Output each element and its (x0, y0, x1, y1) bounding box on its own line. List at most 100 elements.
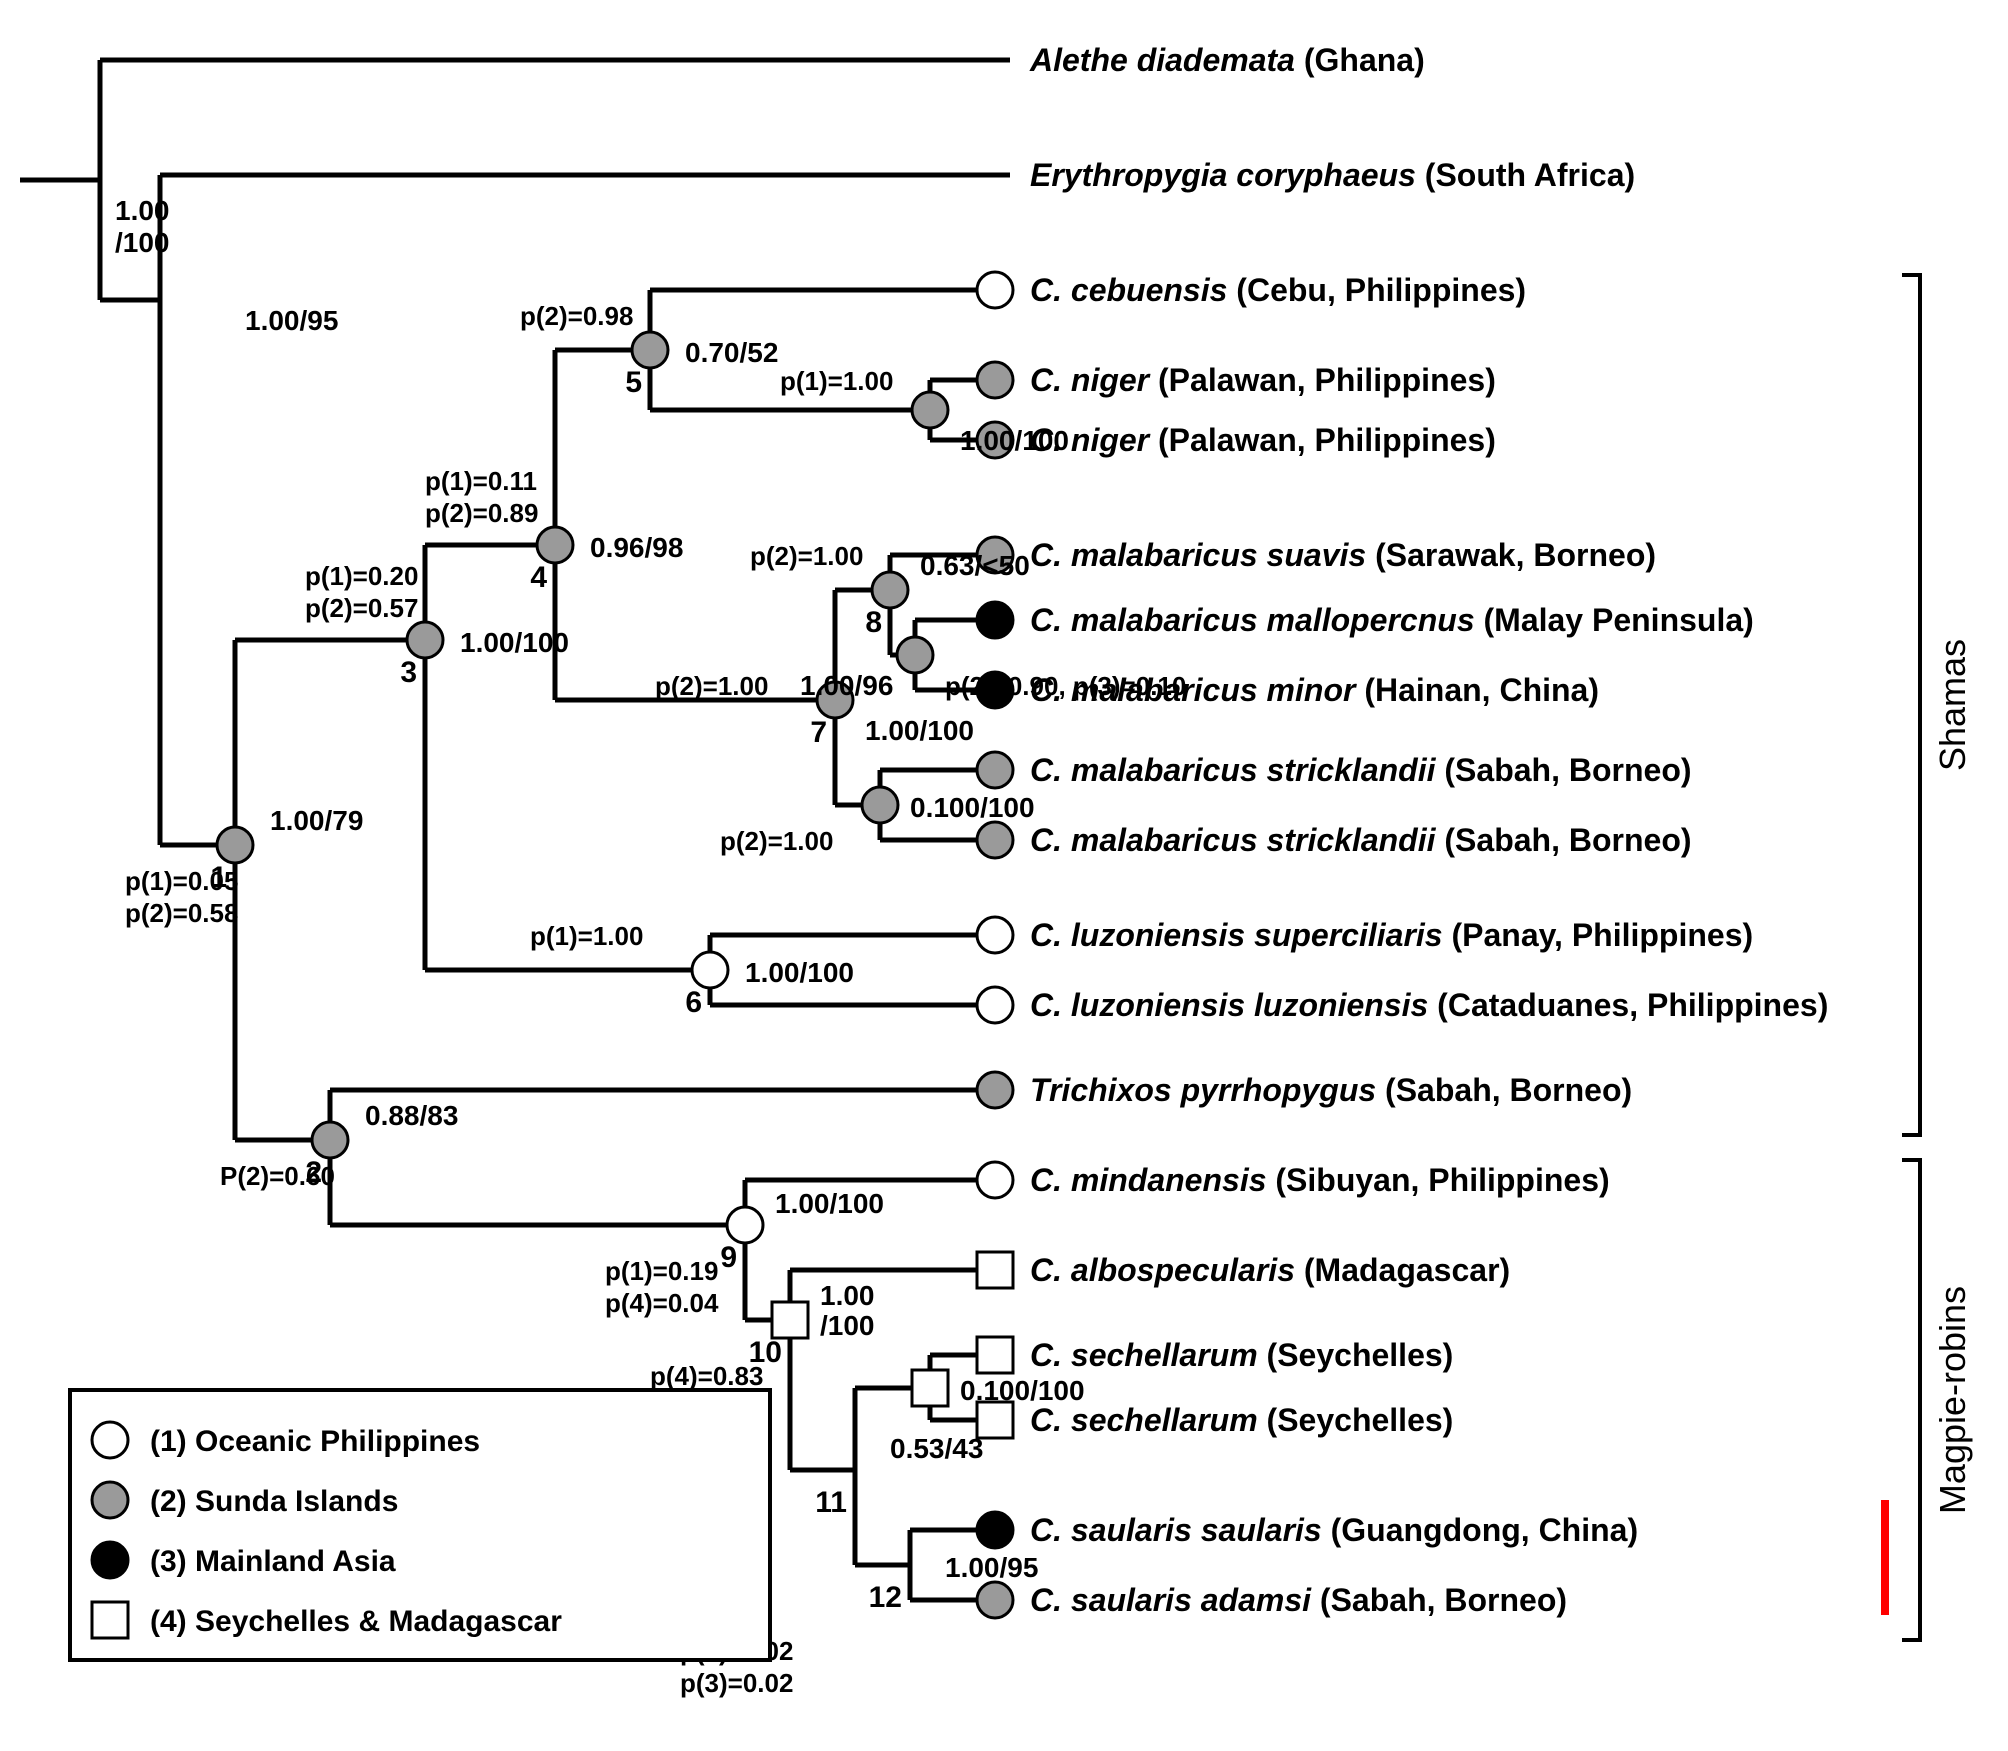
support-value: 1.00/100 (460, 627, 569, 658)
legend-label: (1) Oceanic Philippines (150, 1425, 480, 1458)
node-number: 8 (865, 606, 882, 639)
taxon-label: C. malabaricus stricklandii (Sabah, Born… (1030, 752, 1692, 788)
internal-node-marker (912, 392, 948, 428)
p-value: p(2)=0.58 (125, 898, 238, 928)
support-value: 1.00/79 (270, 805, 363, 836)
tip-marker-circle (977, 752, 1013, 788)
taxon-label: C. niger (Palawan, Philippines) (1030, 362, 1496, 398)
taxon-label: C. cebuensis (Cebu, Philippines) (1030, 272, 1526, 308)
taxon-label: C. sechellarum (Seychelles) (1030, 1337, 1453, 1373)
legend-label: (3) Mainland Asia (150, 1545, 396, 1578)
node-number: 6 (685, 986, 702, 1019)
internal-node-marker (897, 637, 933, 673)
group-label: Magpie-robins (1932, 1286, 1973, 1514)
node-number: 3 (400, 656, 417, 689)
node-number: 5 (625, 366, 642, 399)
taxon-label: C. saularis adamsi (Sabah, Borneo) (1030, 1582, 1567, 1618)
p-value: p(1)=0.05 (125, 866, 238, 896)
taxon-label: C. sechellarum (Seychelles) (1030, 1402, 1453, 1438)
tip-marker-circle (977, 987, 1013, 1023)
p-value: p(2)=0.90, p(3)=0.10 (945, 671, 1186, 701)
internal-node-marker (727, 1207, 763, 1243)
taxon-label: C. albospecularis (Madagascar) (1030, 1252, 1510, 1288)
support-value: 1.00/95 (245, 305, 338, 336)
node-number: 11 (815, 1486, 847, 1519)
p-value: p(1)=0.19 (605, 1256, 718, 1286)
legend-marker (92, 1542, 128, 1578)
support-value: 0.88/83 (365, 1100, 458, 1131)
node-number: 7 (810, 716, 827, 749)
internal-node-marker (772, 1302, 808, 1338)
support-value: 1.00/100 (775, 1188, 884, 1219)
internal-node-marker (872, 572, 908, 608)
support-value: 1.00/95 (945, 1552, 1038, 1583)
taxon-label: C. luzoniensis luzoniensis (Cataduanes, … (1030, 987, 1828, 1023)
internal-node-marker (632, 332, 668, 368)
internal-node-marker (537, 527, 573, 563)
internal-node-marker (407, 622, 443, 658)
node-number: 12 (869, 1581, 902, 1614)
p-value: p(4)=0.83 (650, 1361, 763, 1391)
support-value: /100 (820, 1310, 875, 1341)
internal-node-marker (217, 827, 253, 863)
p-value: p(2)=1.00 (655, 671, 768, 701)
internal-node-marker (692, 952, 728, 988)
support-value: 1.00/100 (960, 425, 1069, 456)
group-bracket (1902, 1160, 1920, 1640)
tip-marker-square (977, 1252, 1013, 1288)
support-value: 0.63/<50 (920, 550, 1030, 581)
tip-marker-circle (977, 822, 1013, 858)
tip-marker-circle (977, 1072, 1013, 1108)
legend-label: (4) Seychelles & Madagascar (150, 1605, 562, 1638)
p-value: p(1)=1.00 (530, 921, 643, 951)
p-value: p(3)=0.02 (680, 1668, 793, 1698)
p-value: p(1)=0.11 (425, 466, 537, 496)
tip-marker-circle (977, 272, 1013, 308)
tip-marker-circle (977, 1512, 1013, 1548)
root-support: 1.00 (115, 195, 170, 226)
taxon-label: Erythropygia coryphaeus (South Africa) (1030, 157, 1635, 193)
taxon-label: C. malabaricus stricklandii (Sabah, Born… (1030, 822, 1692, 858)
taxon-label: Trichixos pyrrhopygus (Sabah, Borneo) (1030, 1072, 1632, 1108)
tip-marker-square (977, 1337, 1013, 1373)
support-value: 0.70/52 (685, 337, 778, 368)
support-value: 0.96/98 (590, 532, 683, 563)
taxon-label: C. niger (Palawan, Philippines) (1030, 422, 1496, 458)
support-value: 0.100/100 (910, 792, 1035, 823)
support-value: 1.00/100 (745, 957, 854, 988)
p-value: P(2)=0.60 (220, 1161, 335, 1191)
tip-marker-circle (977, 1162, 1013, 1198)
taxon-label: C. saularis saularis (Guangdong, China) (1030, 1512, 1638, 1548)
support-value: 1.00 (820, 1280, 875, 1311)
p-value: p(2)=0.98 (520, 301, 633, 331)
support-value: 1.00/96 (800, 670, 893, 701)
root-support: /100 (115, 227, 170, 258)
legend-label: (2) Sunda Islands (150, 1485, 398, 1518)
tip-marker-circle (977, 362, 1013, 398)
legend-marker (92, 1602, 128, 1638)
support-value: 0.53/43 (890, 1433, 983, 1464)
node-number: 9 (720, 1241, 737, 1274)
p-value: p(1)=1.00 (780, 366, 893, 396)
taxon-label: C. mindanensis (Sibuyan, Philippines) (1030, 1162, 1610, 1198)
tip-marker-circle (977, 1582, 1013, 1618)
group-label: Shamas (1932, 639, 1973, 771)
taxon-label: C. luzoniensis superciliaris (Panay, Phi… (1030, 917, 1753, 953)
taxon-label: C. malabaricus mallopercnus (Malay Penin… (1030, 602, 1754, 638)
p-value: p(2)=1.00 (720, 826, 833, 856)
internal-node-marker (862, 787, 898, 823)
tip-marker-circle (977, 602, 1013, 638)
p-value: p(2)=0.57 (305, 593, 418, 623)
node-number: 4 (530, 561, 547, 594)
legend-marker (92, 1422, 128, 1458)
p-value: p(4)=0.04 (605, 1288, 719, 1318)
internal-node-marker (912, 1370, 948, 1406)
taxon-label: C. malabaricus suavis (Sarawak, Borneo) (1030, 537, 1656, 573)
p-value: p(2)=0.89 (425, 498, 538, 528)
tip-marker-circle (977, 917, 1013, 953)
internal-node-marker (312, 1122, 348, 1158)
phylogeny-tree: Shamas Magpie-robins Alethe diademata (Gha… (0, 0, 2008, 1751)
taxon-label: Alethe diademata (Ghana) (1029, 42, 1425, 78)
support-value: 0.100/100 (960, 1375, 1085, 1406)
support-value: 1.00/100 (865, 715, 974, 746)
